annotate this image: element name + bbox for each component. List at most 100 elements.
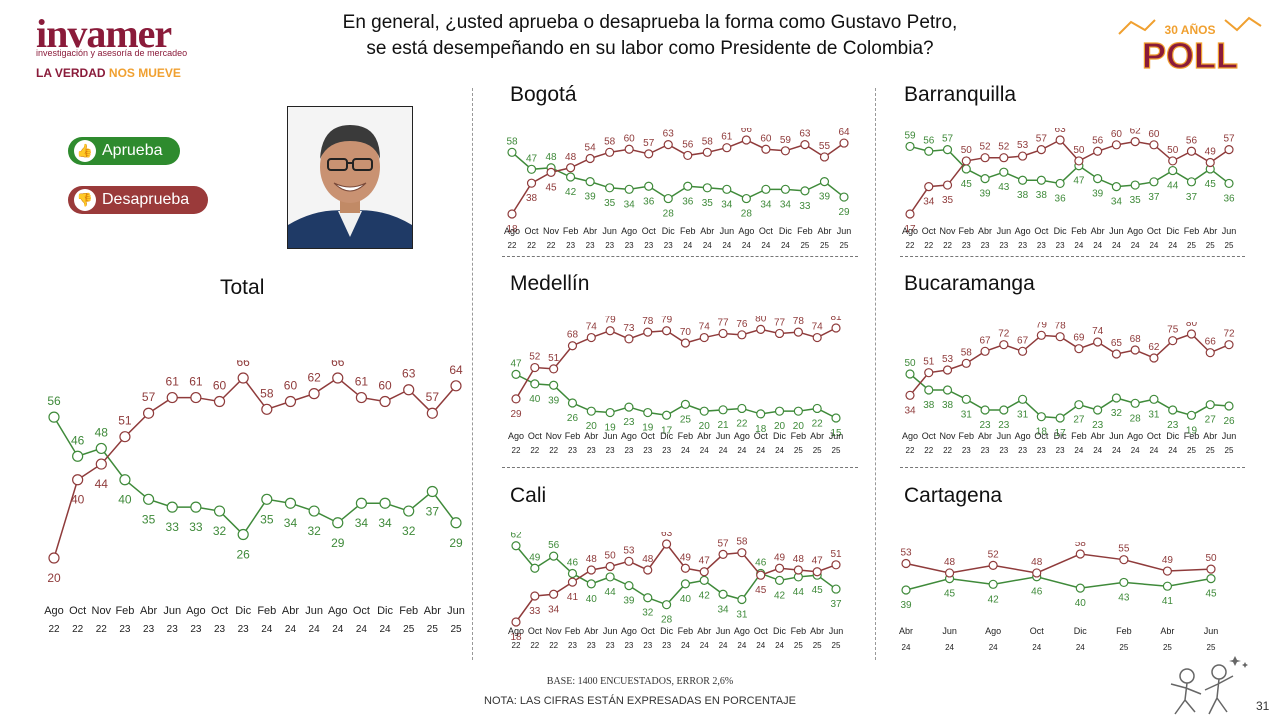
data-point-disapprove (308, 388, 320, 400)
data-label-disapprove: 58 (604, 136, 616, 147)
x-tick-year: 24 (756, 446, 765, 455)
data-label-approve: 36 (643, 196, 655, 207)
x-tick-year: 23 (962, 241, 971, 250)
x-tick-month: Abr (697, 626, 711, 636)
data-point-disapprove (702, 147, 712, 157)
x-tick-month: Abr (978, 431, 992, 441)
data-label-approve: 47 (510, 358, 522, 369)
series-line-approve (905, 575, 1212, 591)
data-label-approve: 37 (1148, 192, 1160, 203)
column-divider (472, 88, 473, 660)
x-tick-month: Feb (115, 605, 134, 617)
data-point-disapprove (1224, 340, 1234, 350)
x-tick-year: 23 (606, 446, 615, 455)
brand-tagline: LA VERDAD NOS MUEVE (36, 66, 181, 80)
data-label-disapprove: 80 (755, 316, 767, 324)
data-label-disapprove: 51 (830, 549, 842, 560)
data-point-approve (355, 497, 368, 509)
x-tick-month: Dic (1074, 626, 1087, 636)
x-tick-month: Abr (1203, 431, 1217, 441)
x-tick-month: Oct (922, 431, 937, 441)
x-tick-year: 22 (530, 446, 539, 455)
data-label-approve: 39 (623, 596, 635, 607)
series-line-disapprove (905, 553, 1212, 574)
data-label-disapprove: 50 (605, 551, 617, 562)
x-tick-year: 23 (566, 241, 575, 250)
data-label-approve: 17 (661, 425, 673, 436)
x-tick-month: Oct (641, 431, 656, 441)
data-label-disapprove: 78 (1055, 322, 1067, 332)
data-point-approve (905, 141, 915, 152)
x-tick-month: Ago (734, 431, 750, 441)
data-label-approve: 56 (923, 135, 935, 146)
data-label-approve: 26 (567, 413, 579, 424)
x-tick-year: 24 (742, 241, 751, 250)
x-tick-month: Abr (424, 605, 441, 617)
data-point-approve (1017, 394, 1028, 404)
data-label-approve: 43 (998, 182, 1010, 193)
x-tick-month: Abr (1160, 626, 1174, 636)
data-label-approve: 23 (1167, 420, 1179, 431)
data-label-approve: 34 (624, 199, 636, 210)
x-tick-month: Dic (662, 226, 675, 236)
data-point-disapprove (507, 209, 517, 219)
x-tick-month: Oct (353, 605, 370, 617)
data-point-approve (661, 600, 672, 610)
data-label-approve: 48 (95, 425, 109, 439)
data-point-approve (1206, 574, 1216, 584)
data-point-disapprove (586, 332, 596, 343)
data-point-disapprove (190, 391, 202, 404)
x-tick-month: Ago (734, 626, 750, 636)
legend-disapprove: 👎 Desaprueba (68, 186, 208, 214)
data-label-approve: 34 (760, 199, 772, 210)
x-tick-month: Ago (508, 431, 524, 441)
chart-title-bucaramanga: Bucaramanga (904, 272, 1035, 295)
data-label-disapprove: 77 (717, 317, 729, 328)
data-point-approve (761, 184, 771, 194)
data-label-approve: 37 (830, 599, 842, 610)
data-label-disapprove: 54 (585, 143, 597, 154)
data-point-disapprove (72, 474, 84, 486)
data-label-approve: 32 (307, 524, 321, 538)
x-tick-year: 24 (683, 241, 692, 250)
data-label-approve: 18 (1036, 427, 1048, 438)
x-tick-year: 25 (800, 241, 809, 250)
data-label-disapprove: 75 (1167, 325, 1179, 336)
x-tick-year: 22 (549, 641, 558, 650)
data-label-approve: 20 (699, 421, 711, 432)
x-tick-year: 24 (379, 624, 391, 635)
x-tick-month: Dic (1054, 226, 1067, 236)
data-point-approve (961, 394, 971, 404)
data-label-disapprove: 78 (642, 316, 654, 327)
data-point-disapprove (800, 140, 810, 150)
data-label-disapprove: 60 (1111, 129, 1123, 140)
row-separator (900, 467, 1245, 468)
x-tick-year: 22 (96, 624, 108, 635)
x-tick-month: Jun (1222, 431, 1237, 441)
data-point-disapprove (1036, 330, 1046, 340)
data-point-disapprove (661, 539, 672, 549)
data-point-approve (1036, 412, 1046, 422)
data-point-disapprove (565, 163, 576, 173)
data-label-approve: 46 (1031, 587, 1043, 598)
data-point-disapprove (511, 394, 521, 404)
data-point-disapprove (1168, 336, 1178, 346)
x-tick-month: Abr (978, 226, 992, 236)
data-label-disapprove: 74 (1092, 326, 1104, 337)
data-label-disapprove: 67 (979, 335, 991, 346)
x-tick-month: Oct (1147, 226, 1162, 236)
data-label-approve: 44 (1167, 181, 1179, 192)
data-label-approve: 37 (426, 504, 440, 518)
legend-approve-label: Aprueba (102, 142, 163, 159)
data-label-disapprove: 53 (900, 547, 912, 558)
x-tick-month: Oct (1030, 626, 1045, 636)
x-tick-month: Dic (773, 431, 786, 441)
data-label-approve: 25 (680, 414, 692, 425)
data-label-approve: 26 (1223, 416, 1235, 427)
x-tick-month: Jun (603, 431, 618, 441)
data-label-disapprove: 48 (793, 554, 805, 565)
x-tick-month: Dic (1166, 226, 1179, 236)
data-label-approve: 44 (605, 587, 617, 598)
x-tick-month: Nov (546, 626, 563, 636)
data-point-approve (1036, 175, 1046, 185)
